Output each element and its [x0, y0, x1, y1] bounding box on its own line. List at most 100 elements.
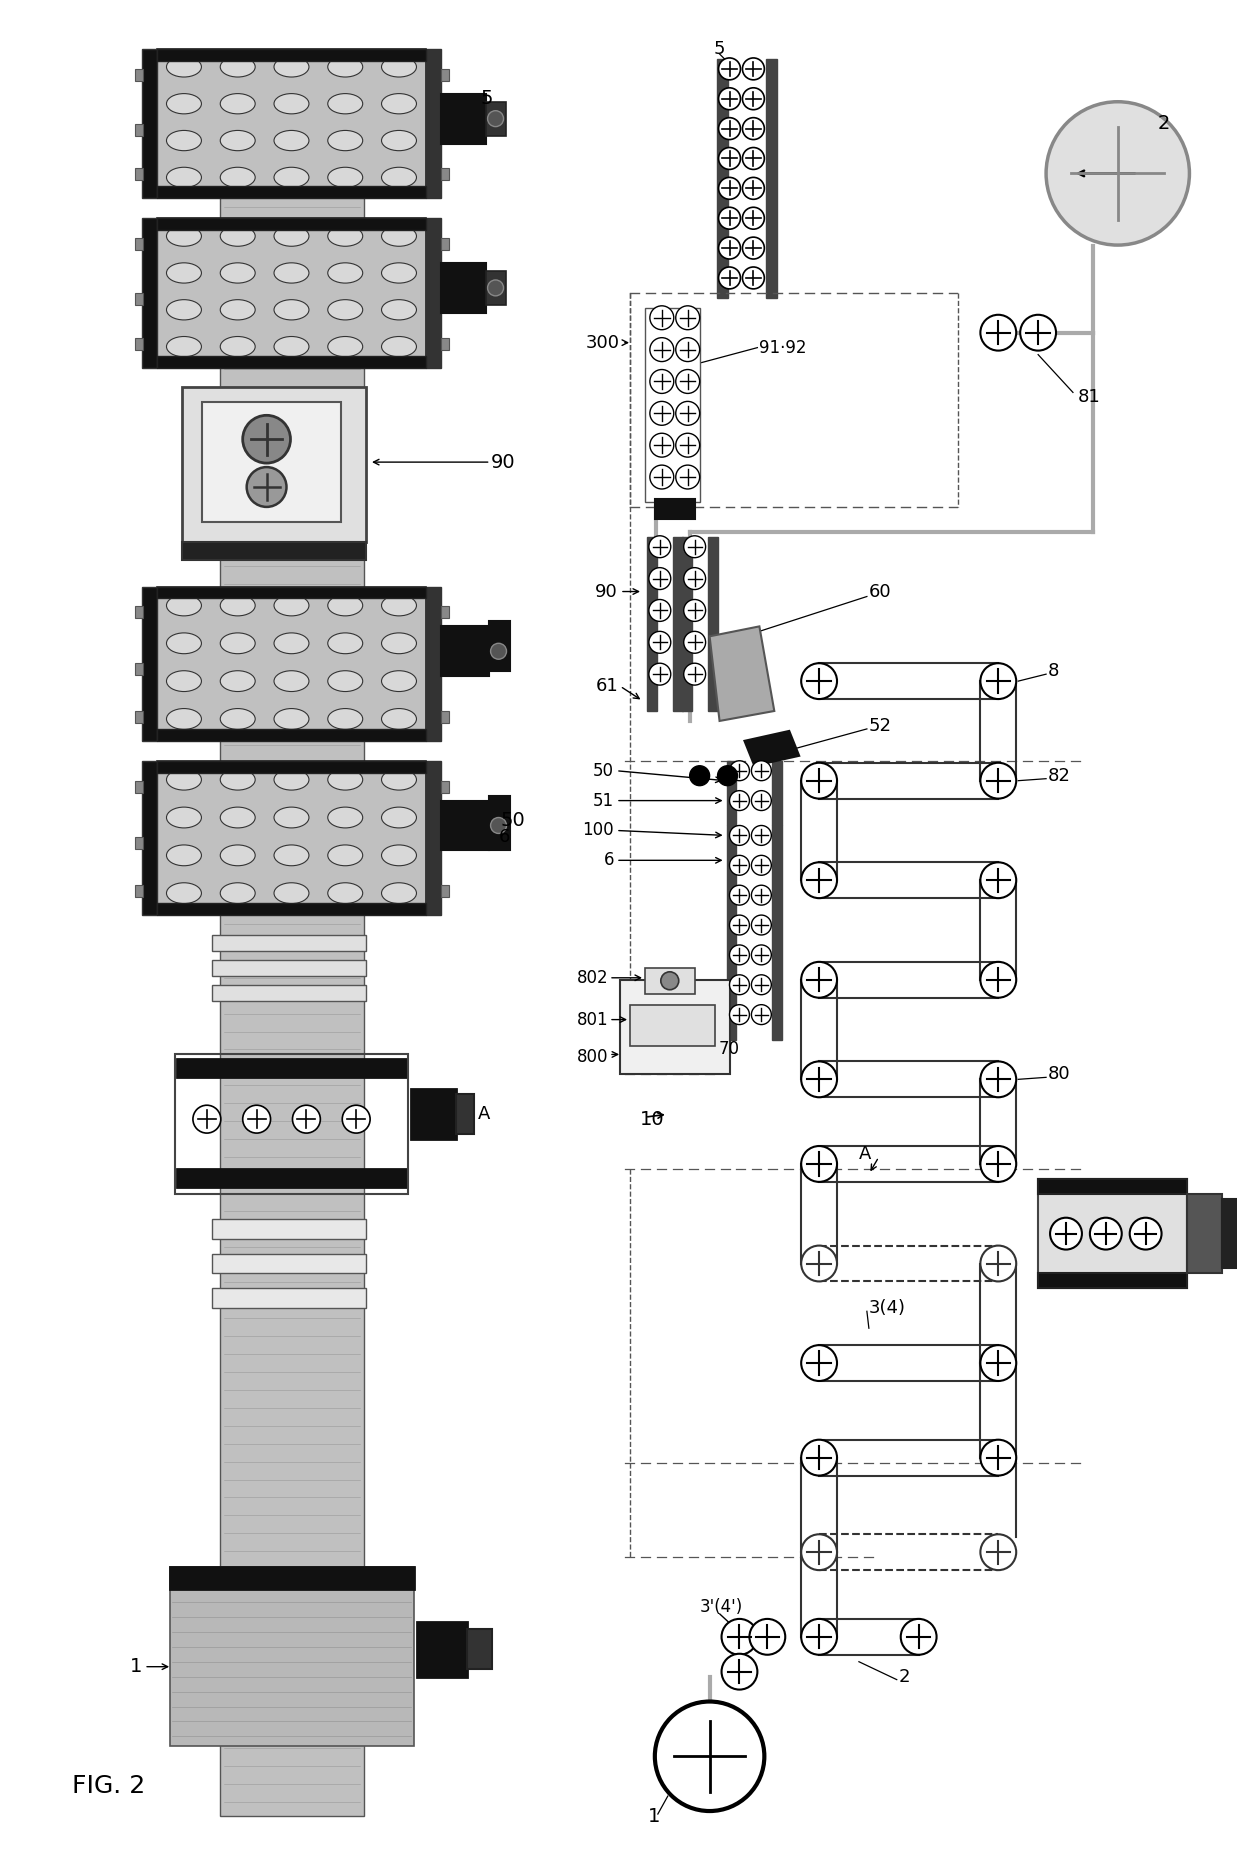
Bar: [135, 781, 143, 792]
Text: 8: 8: [1048, 661, 1059, 680]
Text: 90: 90: [595, 583, 618, 600]
Ellipse shape: [274, 93, 309, 114]
Circle shape: [751, 760, 771, 781]
Ellipse shape: [221, 807, 255, 827]
Ellipse shape: [221, 300, 255, 320]
Polygon shape: [709, 626, 774, 721]
Ellipse shape: [274, 263, 309, 283]
Bar: [212, 1254, 366, 1274]
Bar: [486, 270, 506, 306]
Circle shape: [981, 1440, 1017, 1475]
Bar: [1038, 1274, 1188, 1289]
Bar: [157, 218, 425, 367]
Circle shape: [1130, 1218, 1162, 1250]
Circle shape: [749, 1619, 785, 1654]
Circle shape: [718, 117, 740, 140]
Bar: [135, 663, 143, 674]
Text: A: A: [477, 1105, 490, 1123]
Circle shape: [751, 855, 771, 876]
Text: 2: 2: [1158, 114, 1171, 132]
Ellipse shape: [274, 633, 309, 654]
Circle shape: [981, 663, 1017, 699]
Bar: [489, 809, 508, 842]
Bar: [157, 587, 425, 741]
Circle shape: [650, 337, 673, 361]
Text: 51: 51: [593, 792, 614, 810]
Bar: [440, 69, 449, 80]
Circle shape: [743, 88, 764, 110]
Bar: [135, 712, 143, 723]
Ellipse shape: [327, 769, 363, 790]
Ellipse shape: [382, 708, 417, 728]
Ellipse shape: [274, 846, 309, 866]
Bar: [489, 633, 508, 669]
Circle shape: [801, 1345, 837, 1380]
Text: 50: 50: [593, 762, 614, 781]
Ellipse shape: [221, 337, 255, 356]
Bar: [157, 587, 425, 598]
Circle shape: [900, 1619, 936, 1654]
Bar: [440, 238, 449, 250]
Bar: [440, 292, 449, 306]
Text: 50: 50: [501, 810, 526, 831]
Text: 6: 6: [498, 829, 510, 846]
Ellipse shape: [166, 93, 201, 114]
Text: A: A: [859, 1146, 872, 1163]
Bar: [177, 1168, 405, 1187]
Circle shape: [1021, 315, 1056, 350]
Circle shape: [743, 58, 764, 80]
Text: 1: 1: [130, 1658, 143, 1677]
Bar: [673, 537, 683, 712]
Bar: [143, 760, 157, 915]
Circle shape: [743, 207, 764, 229]
Ellipse shape: [327, 56, 363, 76]
Text: 801: 801: [577, 1010, 608, 1028]
Bar: [489, 796, 511, 850]
Ellipse shape: [221, 671, 255, 691]
Circle shape: [751, 974, 771, 995]
Bar: [440, 123, 449, 136]
Bar: [135, 292, 143, 306]
Ellipse shape: [166, 300, 201, 320]
Circle shape: [729, 790, 749, 810]
Bar: [182, 388, 366, 542]
Ellipse shape: [166, 225, 201, 246]
Ellipse shape: [221, 594, 255, 617]
Circle shape: [718, 266, 740, 289]
Circle shape: [683, 632, 706, 654]
Circle shape: [743, 117, 764, 140]
Bar: [157, 728, 425, 741]
Bar: [157, 48, 425, 197]
Circle shape: [801, 1440, 837, 1475]
Circle shape: [981, 1062, 1017, 1097]
Ellipse shape: [327, 130, 363, 151]
Ellipse shape: [382, 337, 417, 356]
Bar: [170, 1567, 414, 1589]
Bar: [440, 626, 489, 676]
Bar: [440, 93, 486, 143]
Circle shape: [751, 790, 771, 810]
Bar: [170, 1567, 414, 1746]
Ellipse shape: [221, 883, 255, 904]
Ellipse shape: [274, 807, 309, 827]
Circle shape: [487, 110, 503, 127]
Ellipse shape: [382, 168, 417, 188]
Text: 6: 6: [604, 851, 614, 870]
Bar: [135, 168, 143, 181]
Bar: [135, 838, 143, 850]
Circle shape: [801, 1619, 837, 1654]
Text: 10: 10: [640, 1110, 665, 1129]
Bar: [157, 186, 425, 197]
Bar: [486, 102, 506, 136]
Circle shape: [683, 663, 706, 686]
Ellipse shape: [327, 633, 363, 654]
Circle shape: [487, 279, 503, 296]
Ellipse shape: [327, 168, 363, 188]
Bar: [1188, 1194, 1223, 1274]
Circle shape: [981, 315, 1017, 350]
Ellipse shape: [274, 671, 309, 691]
Text: 52: 52: [869, 717, 892, 734]
Ellipse shape: [166, 708, 201, 728]
Text: 61: 61: [595, 676, 618, 695]
Ellipse shape: [382, 594, 417, 617]
